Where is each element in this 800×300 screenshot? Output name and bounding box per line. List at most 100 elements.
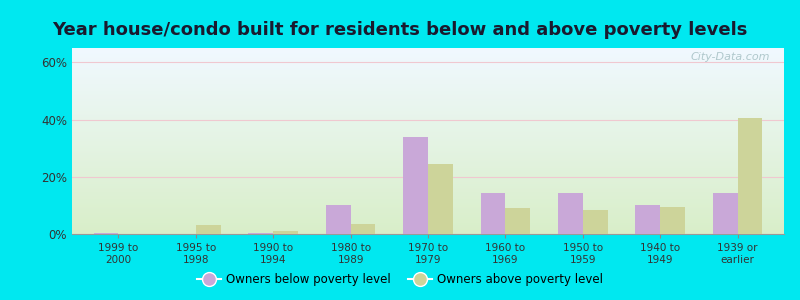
Bar: [72, 109, 784, 110]
Bar: [72, 233, 784, 234]
Bar: [481, 193, 506, 234]
Bar: [72, 124, 784, 125]
Bar: [72, 209, 784, 210]
Bar: [72, 223, 784, 224]
Bar: [72, 79, 784, 80]
Bar: [94, 232, 118, 234]
Bar: [72, 103, 784, 104]
Bar: [72, 232, 784, 233]
Bar: [249, 232, 274, 234]
Bar: [72, 203, 784, 204]
Bar: [72, 99, 784, 100]
Bar: [72, 52, 784, 53]
Bar: [558, 193, 582, 234]
Bar: [738, 118, 762, 234]
Bar: [72, 101, 784, 103]
Bar: [506, 208, 530, 234]
Legend: Owners below poverty level, Owners above poverty level: Owners below poverty level, Owners above…: [193, 269, 607, 291]
Bar: [72, 171, 784, 172]
Bar: [72, 94, 784, 95]
Bar: [72, 193, 784, 194]
Bar: [72, 59, 784, 60]
Bar: [72, 166, 784, 167]
Bar: [72, 208, 784, 209]
Bar: [72, 167, 784, 168]
Bar: [72, 189, 784, 190]
Bar: [72, 150, 784, 151]
Bar: [72, 158, 784, 160]
Bar: [72, 142, 784, 143]
Bar: [72, 181, 784, 182]
Bar: [72, 132, 784, 134]
Bar: [72, 226, 784, 228]
Bar: [72, 219, 784, 220]
Bar: [196, 225, 221, 234]
Bar: [72, 165, 784, 166]
Bar: [72, 139, 784, 140]
Bar: [72, 199, 784, 200]
Bar: [72, 157, 784, 158]
Bar: [350, 224, 375, 234]
Bar: [72, 61, 784, 63]
Bar: [72, 179, 784, 181]
Bar: [72, 84, 784, 85]
Bar: [72, 147, 784, 148]
Bar: [713, 193, 738, 234]
Bar: [72, 173, 784, 175]
Bar: [72, 153, 784, 154]
Bar: [72, 106, 784, 107]
Bar: [72, 121, 784, 122]
Bar: [72, 213, 784, 214]
Bar: [72, 202, 784, 203]
Bar: [72, 192, 784, 193]
Bar: [72, 68, 784, 69]
Bar: [72, 107, 784, 109]
Bar: [72, 92, 784, 93]
Bar: [72, 72, 784, 73]
Bar: [72, 210, 784, 212]
Bar: [582, 210, 607, 234]
Bar: [72, 200, 784, 202]
Bar: [72, 85, 784, 86]
Bar: [72, 151, 784, 152]
Bar: [72, 135, 784, 136]
Bar: [72, 111, 784, 112]
Bar: [72, 116, 784, 117]
Bar: [72, 214, 784, 215]
Bar: [72, 119, 784, 120]
Bar: [72, 100, 784, 101]
Bar: [72, 105, 784, 106]
Bar: [72, 163, 784, 165]
Bar: [72, 56, 784, 57]
Bar: [72, 228, 784, 229]
Bar: [72, 169, 784, 171]
Bar: [72, 187, 784, 188]
Bar: [72, 126, 784, 128]
Bar: [72, 120, 784, 121]
Bar: [326, 206, 350, 234]
Bar: [72, 110, 784, 111]
Bar: [72, 83, 784, 84]
Bar: [72, 140, 784, 141]
Bar: [72, 178, 784, 179]
Bar: [72, 117, 784, 119]
Bar: [72, 175, 784, 176]
Bar: [72, 128, 784, 129]
Bar: [72, 198, 784, 199]
Bar: [72, 182, 784, 183]
Bar: [72, 168, 784, 169]
Bar: [72, 162, 784, 163]
Bar: [72, 160, 784, 161]
Bar: [72, 229, 784, 230]
Text: City-Data.com: City-Data.com: [690, 52, 770, 62]
Bar: [72, 48, 784, 49]
Bar: [72, 104, 784, 105]
Bar: [72, 80, 784, 82]
Bar: [72, 74, 784, 75]
Bar: [72, 183, 784, 184]
Bar: [72, 125, 784, 126]
Bar: [72, 76, 784, 78]
Bar: [428, 164, 453, 234]
Bar: [72, 152, 784, 153]
Bar: [72, 115, 784, 116]
